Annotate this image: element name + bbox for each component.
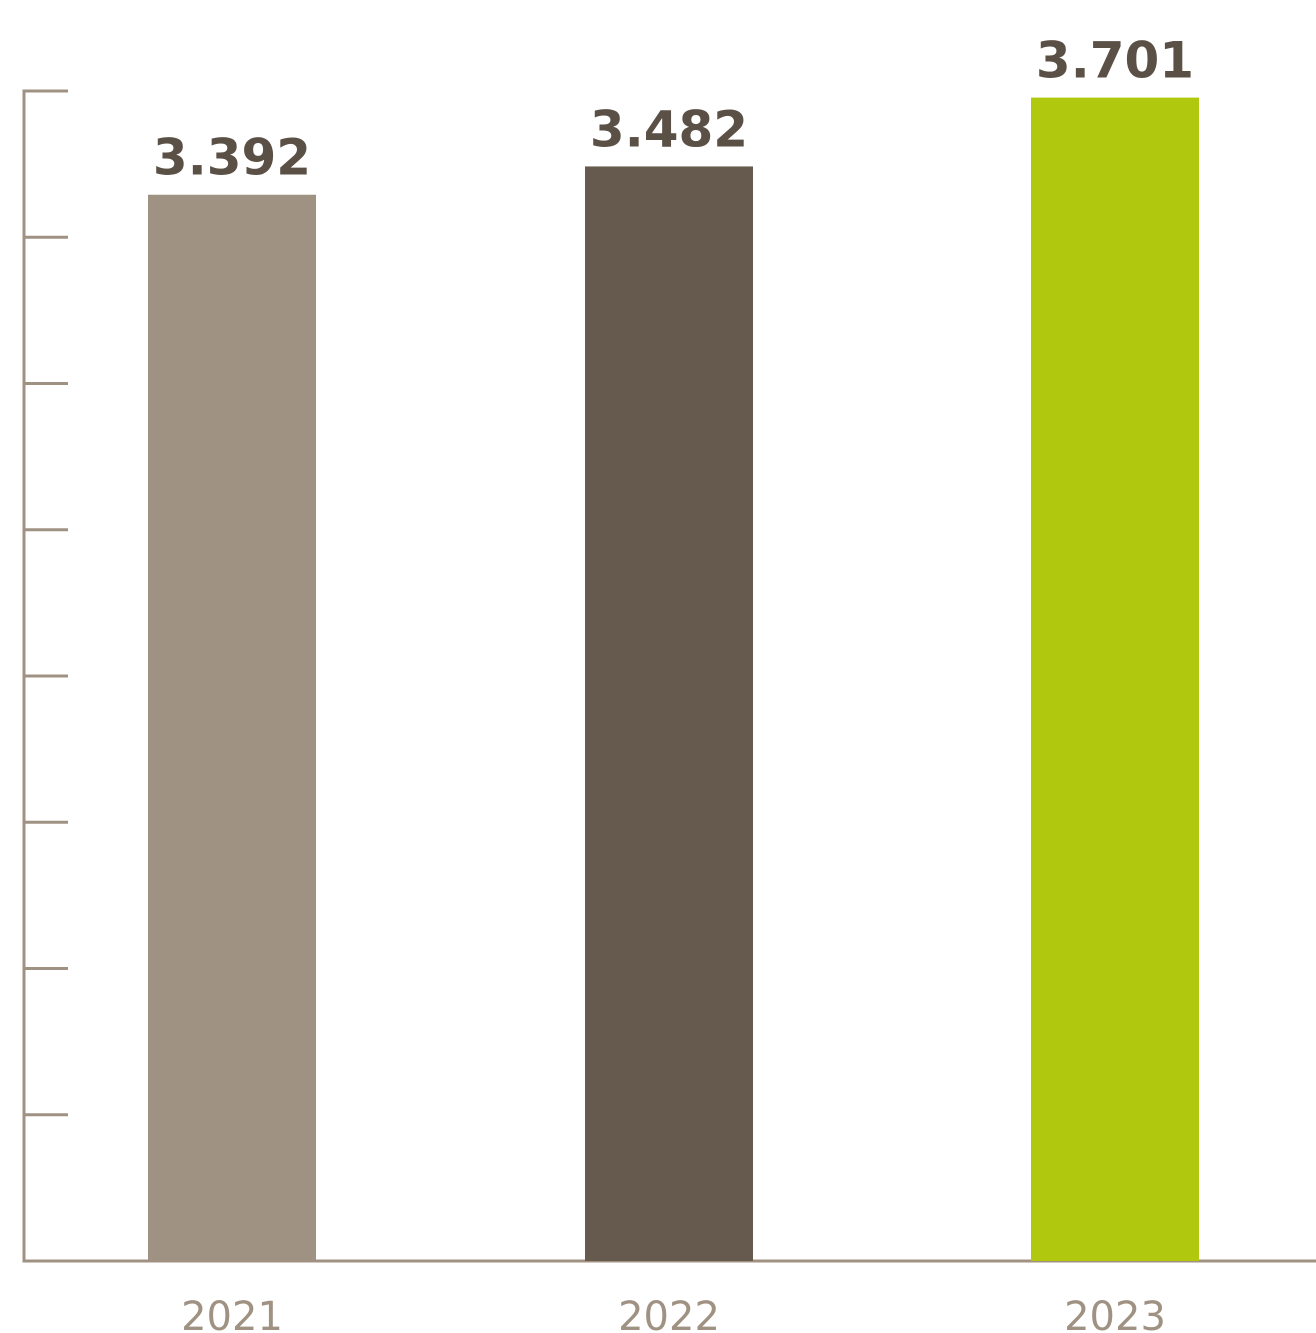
- category-label-2021: 2021: [181, 1294, 283, 1333]
- chart-value-labels: 3.392 3.482 3.701: [153, 32, 1194, 187]
- value-label-2021: 3.392: [153, 129, 311, 187]
- category-label-2023: 2023: [1064, 1294, 1166, 1333]
- value-label-2023: 3.701: [1036, 32, 1194, 90]
- value-label-2022: 3.482: [590, 100, 748, 158]
- bar-2021: [148, 194, 316, 1261]
- bar-2023: [1031, 97, 1199, 1261]
- chart-bars: [148, 97, 1199, 1261]
- chart-category-labels: 2021 2022 2023: [181, 1294, 1166, 1333]
- bar-2022: [585, 166, 753, 1261]
- category-label-2022: 2022: [618, 1294, 720, 1333]
